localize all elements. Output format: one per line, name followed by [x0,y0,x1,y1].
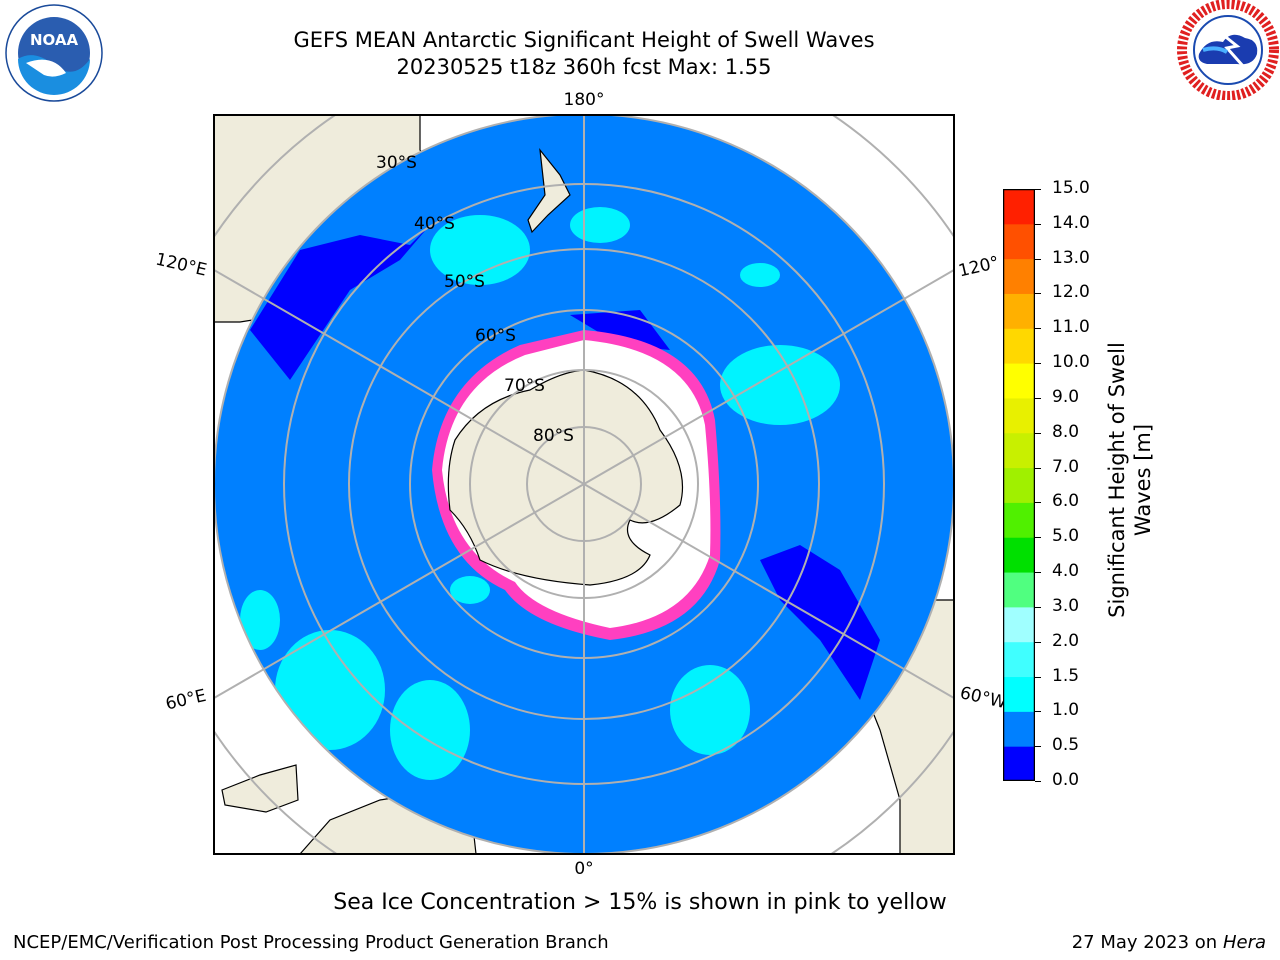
lon-label-120w: 120° [957,253,1001,282]
colorbar-tick-label: 3.0 [1052,595,1080,616]
noaa-logo-text: NOAA [30,31,79,49]
colorbar-tick-mark [1035,781,1041,782]
colorbar-segment [1003,641,1035,678]
colorbar-tick-mark [1035,572,1041,574]
colorbar-segment [1003,572,1035,608]
colorbar-tick-mark [1035,258,1041,260]
colorbar-segment [1003,746,1035,781]
colorbar-segment [1003,502,1035,538]
colorbar-label-box: Significant Height of Swell Waves [m] [1100,310,1160,650]
colorbar-tick-label: 2.0 [1052,630,1080,651]
colorbar-segment [1003,537,1035,573]
colorbar-tick-mark [1035,676,1041,678]
lon-label-60w: 60°W [958,683,1008,713]
colorbar-tick-label: 5.0 [1052,526,1080,547]
colorbar-tick-label: 11.0 [1052,317,1090,338]
footer-host: Hera [1222,932,1266,953]
colorbar-label: Significant Height of Swell Waves [m] [1105,342,1155,618]
colorbar-segment [1003,676,1035,712]
colorbar-tick-mark [1035,537,1041,539]
colorbar-segment [1003,467,1035,503]
colorbar-tick-label: 9.0 [1052,386,1080,407]
lat-label-80s: 80°S [533,426,574,446]
colorbar-tick-mark [1035,293,1041,295]
colorbar-tick-mark [1035,711,1041,713]
colorbar-segment [1003,223,1035,260]
colorbar-tick-label: 1.0 [1052,700,1080,721]
antarctica-land [447,369,683,586]
footer-date-text: 27 May 2023 on [1071,932,1218,953]
lat-label-30s: 30°S [376,153,417,173]
lat-label-60s: 60°S [475,326,516,346]
colorbar-tick-label: 8.0 [1052,421,1080,442]
sea-ice-caption: Sea Ice Concentration > 15% is shown in … [333,890,947,915]
colorbar-tick-label: 14.0 [1052,212,1090,233]
colorbar-tick-label: 4.0 [1052,561,1080,582]
colorbar-tick-label: 15.0 [1052,178,1090,198]
colorbar-tick-mark [1035,641,1041,643]
colorbar-tick-mark [1035,502,1041,504]
colorbar-tick-label: 0.0 [1052,770,1080,790]
colorbar-tick-mark [1035,363,1041,365]
colorbar-tick-label: 6.0 [1052,491,1080,512]
chart-title: GEFS MEAN Antarctic Significant Height o… [293,28,875,52]
colorbar-tick-label: 1.5 [1052,665,1080,686]
colorbar-segment [1003,432,1035,469]
new-zealand-land [527,148,571,234]
footer-producer: NCEP/EMC/Verification Post Processing Pr… [13,932,609,953]
colorbar-tick-mark [1035,328,1041,330]
graticule [214,115,954,854]
colorbar-tick-mark [1035,606,1041,608]
chart-subtitle: 20230525 t18z 360h fcst Max: 1.55 [396,55,772,79]
colorbar-segment [1003,711,1035,747]
colorbar-segment [1003,606,1035,643]
lon-label-180: 180° [564,90,605,110]
nws-logo [1177,0,1279,104]
colorbar-tick-mark [1035,467,1041,469]
colorbar-segment [1003,397,1035,434]
colorbar-tick-label: 13.0 [1052,247,1090,268]
colorbar-tick-mark [1035,432,1041,434]
colorbar-tick-label: 10.0 [1052,352,1090,373]
lat-label-50s: 50°S [444,272,485,292]
colorbar-tick-mark [1035,746,1041,748]
lon-label-120e: 120°E [154,250,209,281]
noaa-logo: NOAA [4,3,104,107]
colorbar-tick-label: 7.0 [1052,456,1080,477]
footer-date: 27 May 2023 on Hera [1072,932,1266,953]
colorbar-segment [1003,363,1035,399]
colorbar-segment [1003,293,1035,329]
colorbar-tick-label: 0.5 [1052,735,1080,756]
colorbar-tick-mark [1035,397,1041,399]
lon-label-0: 0° [574,859,593,879]
lat-label-70s: 70°S [504,376,545,396]
colorbar-tick-mark [1035,223,1041,225]
colorbar-segment [1003,258,1035,294]
colorbar-tick-mark [1035,189,1041,190]
colorbar-segment [1003,189,1035,225]
colorbar [1003,189,1035,781]
lat-label-40s: 40°S [414,214,455,234]
colorbar-tick-label: 12.0 [1052,282,1090,303]
lon-label-60e: 60°E [164,686,208,715]
colorbar-segment [1003,328,1035,364]
